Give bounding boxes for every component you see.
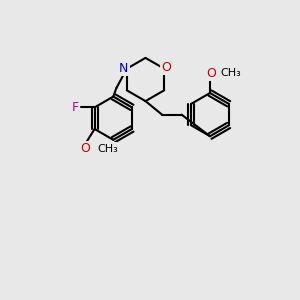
- Text: O: O: [161, 61, 171, 74]
- Text: O: O: [81, 142, 91, 155]
- Text: CH₃: CH₃: [220, 68, 241, 79]
- Text: N: N: [119, 62, 128, 75]
- Text: F: F: [71, 101, 79, 114]
- Text: CH₃: CH₃: [98, 143, 118, 154]
- Text: O: O: [207, 67, 216, 80]
